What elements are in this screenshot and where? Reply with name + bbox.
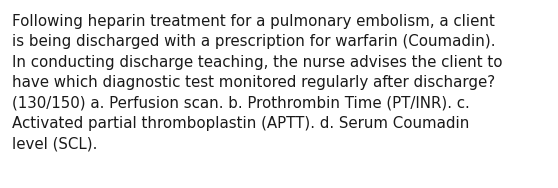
Text: Following heparin treatment for a pulmonary embolism, a client
is being discharg: Following heparin treatment for a pulmon… (12, 14, 503, 151)
